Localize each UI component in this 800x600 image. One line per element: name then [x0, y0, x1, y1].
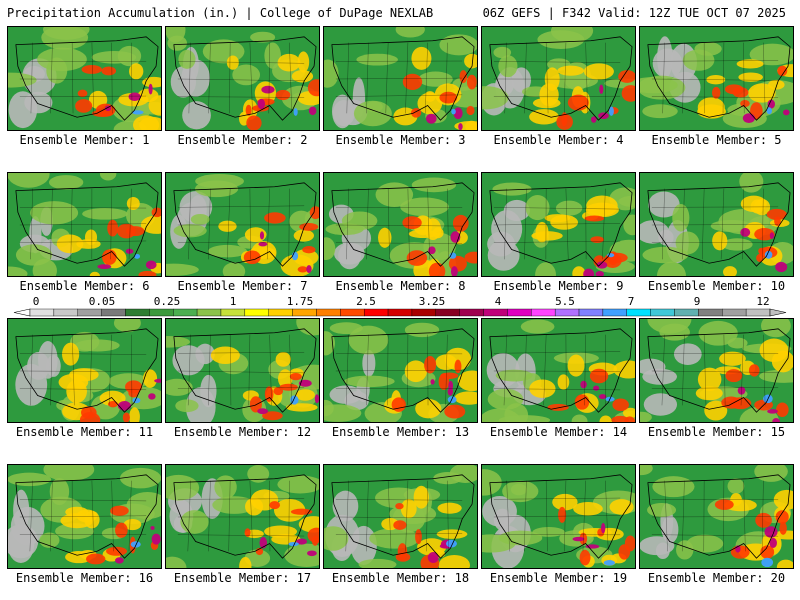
ensemble-member-label-10: Ensemble Member: 10	[647, 279, 786, 293]
ensemble-map-8	[323, 172, 478, 277]
colorbar-swatch	[53, 308, 78, 317]
colorbar-swatch	[220, 308, 246, 317]
ensemble-map-3	[323, 26, 478, 131]
colorbar-tick-label: 9	[693, 295, 701, 308]
ensemble-member-label-19: Ensemble Member: 19	[489, 571, 628, 585]
colorbar-swatch	[363, 308, 389, 317]
colorbar-tick-label: 5.5	[555, 295, 575, 308]
ensemble-member-label-2: Ensemble Member: 2	[177, 133, 308, 147]
colorbar-swatch	[507, 308, 532, 317]
colorbar-swatch	[626, 308, 651, 317]
product-title: Precipitation Accumulation (in.) | Colle…	[7, 6, 434, 20]
colorbar-swatch	[125, 308, 150, 317]
ensemble-member-label-20: Ensemble Member: 20	[647, 571, 786, 585]
colorbar-swatch	[101, 308, 126, 317]
ensemble-map-12	[165, 318, 320, 423]
ensemble-member-label-17: Ensemble Member: 17	[173, 571, 312, 585]
colorbar-swatch	[650, 308, 675, 317]
colorbar-swatch	[149, 308, 174, 317]
colorbar-tick-label: 0.25	[153, 295, 181, 308]
colorbar-tick-label: 0.05	[88, 295, 116, 308]
colorbar-tick-label: 3.25	[418, 295, 446, 308]
header: Precipitation Accumulation (in.) | Colle…	[0, 0, 800, 26]
ensemble-member-label-18: Ensemble Member: 18	[331, 571, 470, 585]
ensemble-map-1	[7, 26, 162, 131]
colorbar-tick-label: 2.5	[356, 295, 376, 308]
ensemble-member-label-1: Ensemble Member: 1	[19, 133, 150, 147]
colorbar-swatch	[578, 308, 604, 317]
colorbar-swatch	[602, 308, 627, 317]
ensemble-member-label-7: Ensemble Member: 7	[177, 279, 308, 293]
colorbar-tick-label: 7	[627, 295, 635, 308]
ensemble-map-9	[481, 172, 636, 277]
colorbar-tick-label: 1	[229, 295, 237, 308]
colorbar-swatch	[316, 308, 341, 317]
ensemble-member-label-15: Ensemble Member: 15	[647, 425, 786, 439]
colorbar-swatch	[459, 308, 484, 317]
ensemble-member-label-14: Ensemble Member: 14	[489, 425, 628, 439]
colorbar-swatch	[173, 308, 198, 317]
ensemble-map-6	[7, 172, 162, 277]
ensemble-map-13	[323, 318, 478, 423]
colorbar-swatch	[745, 308, 771, 317]
colorbar-tick-label: 1.75	[286, 295, 314, 308]
ensemble-member-label-8: Ensemble Member: 8	[335, 279, 466, 293]
colorbar-swatch	[244, 308, 269, 317]
ensemble-map-16	[7, 464, 162, 569]
ensemble-map-7	[165, 172, 320, 277]
colorbar-swatch	[435, 308, 460, 317]
ensemble-member-label-3: Ensemble Member: 3	[335, 133, 466, 147]
colorbar-swatch	[411, 308, 437, 317]
colorbar: 0 0.05 0.25 1 1.75 2.5 3.25 4 5.5 7 9 12	[0, 296, 800, 320]
ensemble-map-10	[639, 172, 794, 277]
colorbar-tick-label: 12	[756, 295, 770, 308]
colorbar-swatch	[77, 308, 102, 317]
ensemble-map-11	[7, 318, 162, 423]
ensemble-member-label-9: Ensemble Member: 9	[493, 279, 624, 293]
ensemble-map-18	[323, 464, 478, 569]
colorbar-scale	[13, 308, 787, 317]
ensemble-member-label-4: Ensemble Member: 4	[493, 133, 624, 147]
colorbar-swatch	[483, 308, 508, 317]
ensemble-member-label-11: Ensemble Member: 11	[15, 425, 154, 439]
colorbar-swatch	[554, 308, 580, 317]
colorbar-swatch	[268, 308, 293, 317]
ensemble-map-4	[481, 26, 636, 131]
colorbar-tick-label: 4	[494, 295, 502, 308]
ensemble-map-17	[165, 464, 320, 569]
ensemble-map-19	[481, 464, 636, 569]
ensemble-member-label-13: Ensemble Member: 13	[331, 425, 470, 439]
colorbar-swatch	[292, 308, 317, 317]
colorbar-swatch	[387, 308, 413, 317]
ensemble-map-2	[165, 26, 320, 131]
ensemble-member-label-16: Ensemble Member: 16	[15, 571, 154, 585]
colorbar-tick-label: 0	[32, 295, 40, 308]
valid-time: 06Z GEFS | F342 Valid: 12Z TUE OCT 07 20…	[482, 6, 786, 20]
ensemble-member-label-5: Ensemble Member: 5	[651, 133, 782, 147]
colorbar-swatch	[531, 308, 556, 317]
colorbar-swatch	[29, 308, 55, 317]
ensemble-map-14	[481, 318, 636, 423]
colorbar-right-arrow	[769, 308, 787, 317]
colorbar-swatch	[340, 308, 365, 317]
colorbar-swatch	[698, 308, 723, 317]
colorbar-left-arrow	[13, 308, 31, 317]
ensemble-member-label-6: Ensemble Member: 6	[19, 279, 150, 293]
colorbar-swatch	[196, 308, 222, 317]
colorbar-swatch	[674, 308, 699, 317]
colorbar-swatch	[722, 308, 747, 317]
ensemble-member-label-12: Ensemble Member: 12	[173, 425, 312, 439]
ensemble-map-15	[639, 318, 794, 423]
ensemble-map-5	[639, 26, 794, 131]
ensemble-map-20	[639, 464, 794, 569]
